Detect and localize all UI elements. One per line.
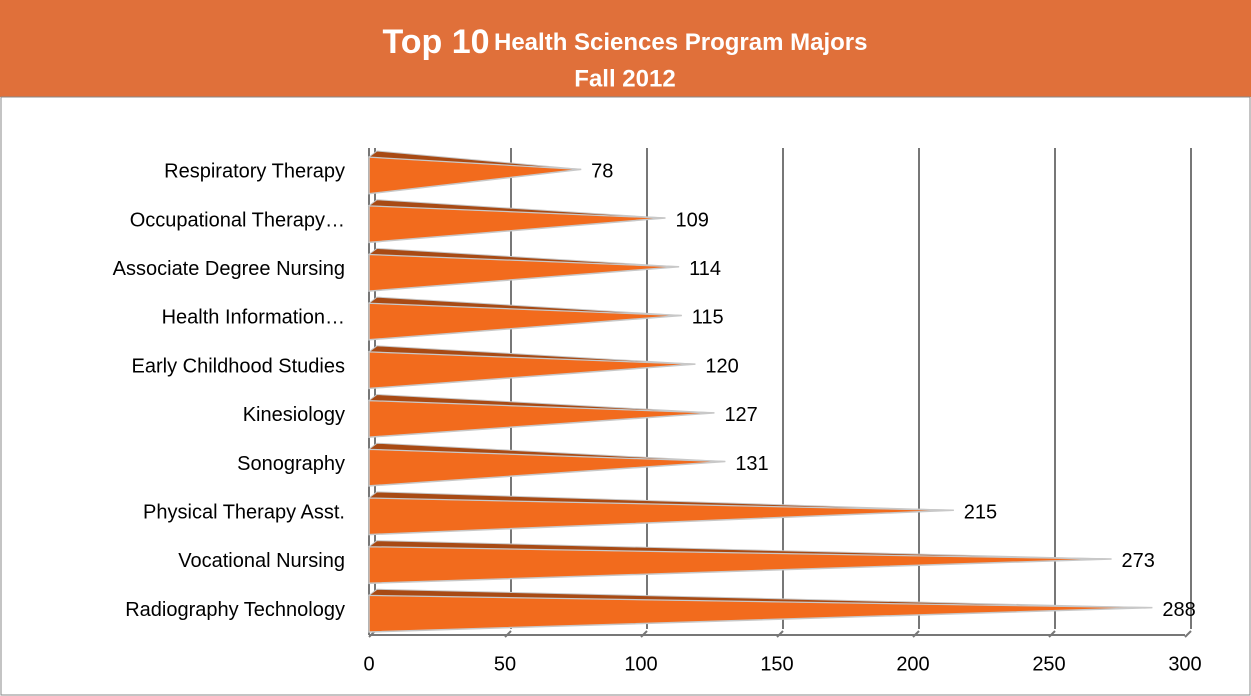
bar-top-face <box>367 588 1153 609</box>
y-tick-label: Physical Therapy Asst. <box>143 502 345 524</box>
y-tick-label: Radiography Technology <box>125 599 345 621</box>
data-label: 78 <box>591 161 613 183</box>
bar-top-face <box>367 296 682 316</box>
x-tick-label: 250 <box>1032 653 1065 675</box>
chart-subtitle: Fall 2012 <box>574 65 675 92</box>
bar-top-face <box>367 150 582 170</box>
y-tick-label: Health Information… <box>162 307 345 329</box>
data-label: 127 <box>724 404 757 426</box>
x-tick <box>1184 630 1192 638</box>
y-tick-label: Vocational Nursing <box>178 550 345 572</box>
bar-top-face <box>367 247 680 268</box>
x-tick-label: 200 <box>896 653 929 675</box>
data-label: 120 <box>705 355 738 377</box>
y-tick-label: Associate Degree Nursing <box>113 258 345 280</box>
title-part: Health Sciences Program Majors <box>494 29 867 56</box>
data-label: 288 <box>1162 599 1195 621</box>
x-tick-label: 100 <box>624 653 657 675</box>
data-label: 131 <box>735 453 768 475</box>
data-label: 115 <box>692 307 724 329</box>
x-tick-label: 150 <box>760 653 793 675</box>
y-tick-label: Early Childhood Studies <box>132 355 345 377</box>
x-tick-label: 0 <box>363 653 374 675</box>
header-band <box>0 0 1251 97</box>
y-tick-label: Occupational Therapy… <box>130 209 345 231</box>
x-tick-label: 300 <box>1168 653 1201 675</box>
x-tick-label: 50 <box>494 653 516 675</box>
title-part: Top 10 <box>383 23 490 61</box>
bar-top-face <box>367 393 715 414</box>
y-tick-label: Kinesiology <box>243 404 345 426</box>
data-label: 215 <box>964 502 997 524</box>
bar-top-face <box>367 540 1112 560</box>
data-label: 109 <box>675 209 708 231</box>
data-label: 114 <box>689 258 721 280</box>
y-tick-label: Respiratory Therapy <box>164 161 345 183</box>
y-tick-label: Sonography <box>237 453 345 475</box>
bar-top-face <box>367 491 954 511</box>
chart-title: Top 10 Health Sciences Program Majors <box>383 23 868 61</box>
bar-top-face <box>367 442 726 463</box>
data-label: 273 <box>1122 550 1155 572</box>
bar-top-face <box>367 199 666 219</box>
bar-top-face <box>367 345 696 365</box>
